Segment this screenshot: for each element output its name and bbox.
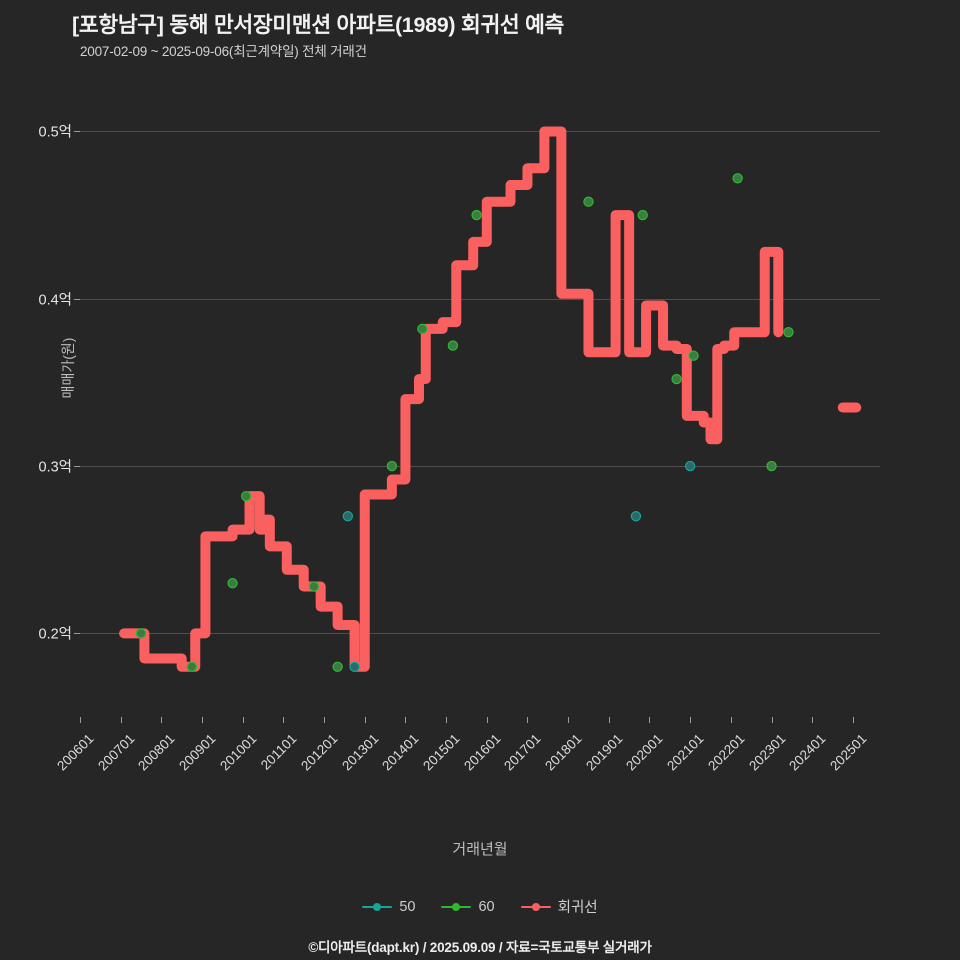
- scatter-point-60: [583, 196, 594, 207]
- x-tick-label: 202401: [786, 731, 829, 774]
- x-tick-label: 201301: [338, 731, 382, 774]
- x-tick-mark: [527, 717, 529, 723]
- scatter-point-50: [342, 511, 353, 522]
- legend-label: 60: [478, 898, 495, 915]
- scatter-point-60: [783, 327, 794, 338]
- scatter-point-60: [447, 340, 459, 351]
- scatter-point-60: [766, 460, 777, 472]
- x-tick-label: 200701: [94, 731, 138, 774]
- legend-marker-icon: [362, 901, 393, 913]
- x-tick-label: 202201: [704, 731, 748, 774]
- legend-label: 회귀선: [557, 900, 598, 916]
- scatter-point-60: [417, 323, 428, 335]
- scatter-point-60: [186, 661, 198, 673]
- gridline: [80, 131, 880, 133]
- x-tick-mark: [852, 717, 854, 723]
- x-tick-mark: [161, 717, 163, 723]
- x-tick-mark: [405, 717, 407, 723]
- scatter-point-50: [684, 460, 696, 472]
- x-tick-mark: [608, 717, 610, 723]
- plot-area: 매매가(원) 0.2억 0.3억 0.4억 0.5억 200601 200701 2008…: [39, 98, 880, 858]
- x-tick-label: 200601: [54, 731, 97, 774]
- x-tick-mark: [324, 717, 326, 723]
- legend-item-회귀선[interactable]: 회귀선: [520, 896, 598, 917]
- x-tick-mark: [364, 717, 366, 723]
- legend-item-60[interactable]: 60: [441, 898, 495, 915]
- x-tick-mark: [771, 717, 773, 723]
- x-tick-label: 201901: [582, 731, 626, 774]
- legend-marker-icon: [520, 901, 551, 913]
- series-canvas: [119, 126, 862, 673]
- x-tick-label: 200801: [135, 731, 178, 774]
- x-tick-label: 201101: [258, 731, 300, 773]
- x-tick-label: 202301: [745, 731, 789, 774]
- y-axis-label: 매매가(원): [60, 337, 76, 399]
- legend-label: 50: [399, 898, 416, 915]
- scatter-point-60: [386, 460, 398, 472]
- scatter-point-60: [227, 577, 238, 589]
- scatter-point-60: [732, 173, 743, 184]
- scatter-point-60: [637, 209, 648, 221]
- page-title: [포항남구] 동해 만서장미맨션 아파트(1989) 회귀선 예측: [72, 13, 565, 37]
- x-tick-mark: [812, 717, 814, 723]
- x-tick-mark: [730, 717, 732, 723]
- x-tick-label: 202501: [827, 731, 870, 774]
- scatter-point-50: [349, 661, 360, 673]
- x-tick-label: 201201: [298, 731, 341, 774]
- y-tick-mark: [74, 633, 80, 635]
- y-tick-mark: [74, 466, 80, 468]
- scatter-point-60: [135, 628, 147, 639]
- x-tick-mark: [446, 717, 448, 723]
- gridline: [80, 298, 880, 300]
- x-axis-label: 거래년월: [452, 841, 508, 858]
- scatter-point-60: [308, 581, 320, 592]
- y-tick-mark: [74, 131, 80, 133]
- legend-item-50[interactable]: 50: [362, 899, 415, 915]
- x-tick-label: 202101: [664, 731, 707, 774]
- x-tick-mark: [690, 717, 692, 723]
- y-tick-label: 0.2억: [38, 626, 73, 643]
- y-tick-label: 0.4억: [38, 292, 73, 309]
- y-tick-label: 0.3억: [38, 459, 73, 476]
- regression-line: [119, 126, 784, 672]
- x-tick-label: 201701: [501, 731, 545, 774]
- x-tick-label: 201801: [542, 731, 585, 774]
- scatter-point-60: [688, 350, 699, 361]
- y-tick-label: 0.5억: [38, 124, 73, 141]
- x-tick-mark: [242, 717, 244, 723]
- footer-credit: ©디아파트(dapt.kr) / 2025.09.09 / 자료=국토교통부 실…: [308, 940, 652, 955]
- x-tick-mark: [202, 717, 204, 723]
- x-tick-mark: [568, 717, 570, 723]
- page-subtitle: 2007-02-09 ~ 2025-09-06(최근계약일) 전체 거래건: [80, 44, 367, 59]
- x-tick-label: 201401: [379, 731, 423, 774]
- chart-legend: 50 60 회귀선: [0, 896, 960, 917]
- gridline: [80, 466, 880, 468]
- x-tick-label: 202001: [623, 731, 667, 774]
- scatter-point-50: [630, 511, 642, 522]
- x-tick-label: 201501: [420, 731, 463, 774]
- x-tick-label: 201001: [216, 731, 260, 774]
- scatter-point-60: [240, 490, 252, 502]
- x-tick-label: 201601: [460, 731, 504, 774]
- x-tick-mark: [486, 717, 488, 723]
- gridline: [80, 633, 880, 635]
- scatter-point-60: [671, 373, 682, 385]
- y-tick-mark: [74, 298, 80, 300]
- scatter-point-60: [471, 209, 482, 221]
- x-tick-label: 200901: [176, 731, 219, 774]
- legend-marker-icon: [441, 901, 472, 913]
- x-tick-mark: [649, 717, 651, 723]
- x-tick-mark: [80, 717, 81, 723]
- x-tick-mark: [283, 717, 285, 723]
- scatter-point-60: [332, 661, 343, 673]
- x-tick-mark: [120, 717, 122, 723]
